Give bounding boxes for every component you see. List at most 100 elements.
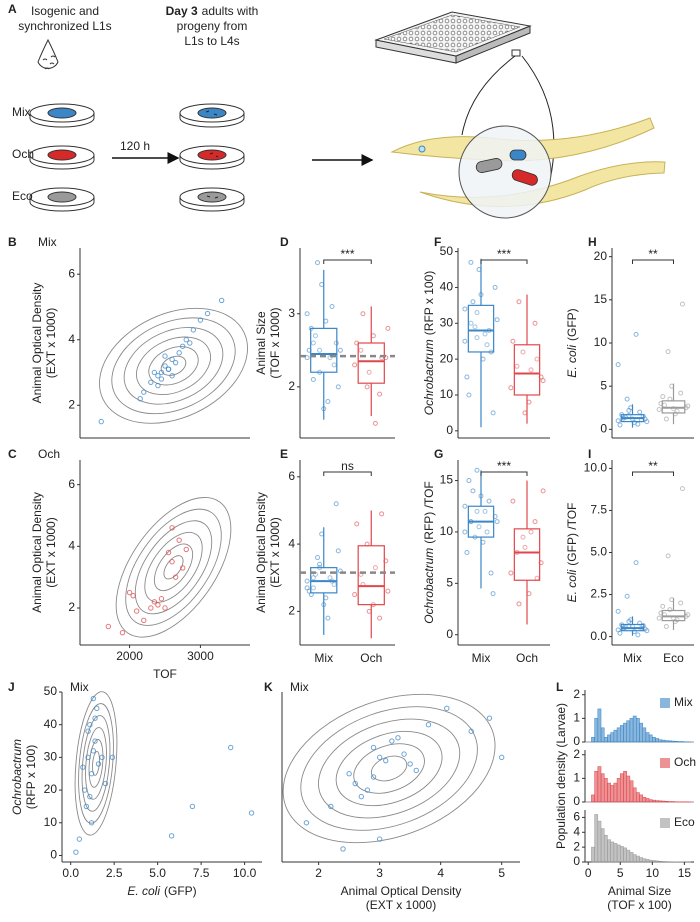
point: [189, 803, 196, 810]
point: [90, 748, 97, 754]
point: [176, 350, 182, 356]
point: [660, 394, 666, 400]
step-text: progeny from: [177, 19, 248, 33]
point: [383, 757, 389, 764]
significance-label: ***: [497, 247, 511, 261]
legend-swatch: [660, 758, 670, 768]
point: [476, 267, 482, 273]
point: [464, 374, 470, 380]
density-contour: [88, 739, 104, 788]
x-tick-label: Och: [360, 651, 382, 665]
point: [327, 575, 333, 581]
histogram-bar: [645, 798, 650, 803]
point: [304, 311, 310, 317]
histogram-bar: [642, 797, 647, 803]
point: [331, 362, 337, 368]
point: [663, 416, 669, 422]
point: [401, 751, 407, 757]
density-contour: [300, 706, 478, 831]
histogram-bar: [648, 799, 653, 803]
histogram-bar: [661, 861, 666, 863]
significance-label: **: [648, 459, 658, 473]
box: [513, 528, 541, 581]
point: [633, 331, 639, 337]
density-contour: [99, 307, 248, 424]
y-axis-title: Animal Size: [254, 311, 268, 375]
x-tick-label: Mix: [472, 651, 491, 665]
point: [492, 284, 498, 290]
point: [370, 333, 376, 339]
axis-title-part: Animal Optical Density: [30, 283, 44, 404]
box: [310, 327, 338, 373]
point: [303, 820, 310, 826]
point: [168, 833, 175, 839]
significance-bracket: [632, 259, 674, 264]
y-tick-label: 0: [446, 627, 453, 641]
droplet: [37, 38, 59, 69]
point: [476, 524, 482, 530]
point: [99, 754, 105, 761]
significance-bracket: [323, 471, 372, 476]
density-contour: [136, 336, 211, 396]
histogram-bar: [664, 801, 669, 803]
point: [90, 695, 97, 702]
point: [364, 384, 370, 390]
point: [360, 311, 366, 317]
step-text-part: adults with: [202, 4, 259, 18]
panel-letter: E: [280, 447, 288, 461]
point: [615, 608, 621, 614]
axis-title-part: Animal Size: [608, 884, 672, 898]
y-tick-label: 0: [573, 794, 580, 808]
point: [325, 615, 331, 621]
point: [522, 410, 528, 416]
point: [480, 356, 486, 362]
step-text: Day 3 adults with: [166, 4, 259, 18]
point: [197, 317, 204, 323]
y-tick-label: 0: [573, 854, 580, 868]
point: [352, 362, 358, 368]
point: [372, 565, 378, 571]
histogram-bar: [632, 787, 637, 803]
point: [685, 403, 691, 409]
point: [327, 355, 333, 361]
density-contour: [163, 555, 184, 580]
histogram-bar: [636, 718, 640, 743]
bacteria: [475, 149, 538, 186]
y-tick-label: 7.5: [590, 503, 607, 517]
axis-title-part: Animal Optical Density: [341, 884, 462, 898]
y-tick-label: 5.0: [590, 545, 607, 559]
box: [357, 545, 385, 606]
point: [94, 705, 100, 712]
histogram-bar: [597, 766, 602, 803]
histogram-bar: [626, 775, 631, 803]
histogram-bar: [639, 857, 643, 863]
density-contour: [134, 520, 213, 615]
significance-label: ***: [340, 247, 354, 261]
histogram-bar: [642, 727, 647, 743]
point: [385, 588, 391, 594]
y-axis-title: (EXT x 1000): [44, 517, 58, 587]
panel-a: A Isogenic and synchronized L1s Mix Och …: [8, 2, 666, 219]
histogram-bar: [613, 729, 618, 743]
histogram-bar: [616, 844, 621, 863]
density-contour: [78, 703, 114, 824]
axis-title-part: E. coli: [565, 569, 579, 602]
point: [158, 376, 165, 382]
panel-title: Och: [38, 447, 60, 461]
panel-letter: G: [434, 447, 443, 461]
x-axis-title: TOF: [153, 667, 177, 681]
legend-label: Mix: [674, 695, 693, 709]
y-tick-label: 2.5: [590, 587, 607, 601]
point: [637, 620, 643, 626]
point: [678, 390, 684, 396]
x-tick-label: Eco: [663, 651, 684, 665]
point: [319, 531, 325, 537]
point: [520, 349, 526, 355]
point: [490, 410, 496, 416]
histogram-bar: [610, 785, 615, 803]
point: [88, 771, 95, 777]
x-tick-label: 5.0: [149, 866, 166, 880]
histogram-bar: [639, 722, 643, 743]
point: [528, 367, 534, 373]
